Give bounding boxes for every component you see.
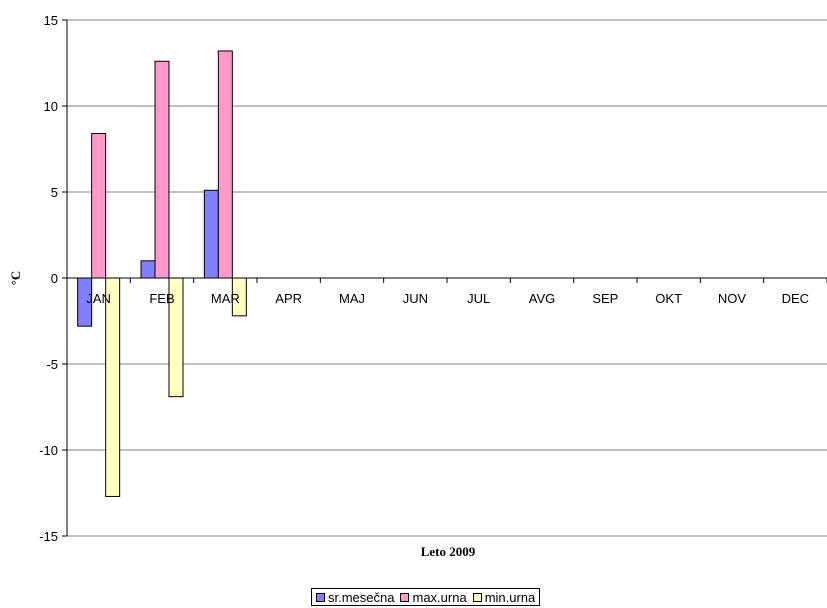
- y-tick-label: -15: [39, 529, 58, 544]
- legend-label: min.urna: [484, 589, 536, 605]
- x-tick-label: MAJ: [339, 291, 365, 306]
- y-tick-label: -10: [39, 443, 58, 458]
- bar-sr-mese-na-mar: [203, 189, 219, 279]
- x-tick-label: MAR: [211, 291, 240, 306]
- chart: 15 10 5 0 -5 -10 -15 JAN FEB MAR APR MAJ JUN JUL AVG S…: [8, 13, 827, 559]
- y-tick-label: 10: [44, 99, 58, 114]
- y-tick-labels: 15 10 5 0 -5 -10 -15: [39, 13, 67, 544]
- y-tick-label: -5: [46, 357, 58, 372]
- x-tick-label: JAN: [86, 291, 111, 306]
- legend: sr.mesečna max.urna min.urna: [311, 588, 541, 606]
- legend-item: sr.mesečna: [316, 590, 394, 605]
- y-tick-label: 15: [44, 13, 58, 28]
- x-axis-title: Leto 2009: [421, 544, 476, 559]
- y-axis-title: °C: [8, 271, 23, 286]
- x-tick-label: APR: [275, 291, 302, 306]
- x-tick-label: FEB: [149, 291, 174, 306]
- bar-sr-mese-na-feb: [140, 260, 156, 279]
- legend-item: min.urna: [472, 589, 536, 605]
- x-tick-label: NOV: [718, 291, 747, 306]
- legend-swatch: [316, 592, 325, 602]
- x-tick-label: AVG: [529, 291, 556, 306]
- bars: [77, 50, 247, 497]
- legend-swatch: [400, 592, 410, 602]
- category-labels: JAN FEB MAR APR MAJ JUN JUL AVG SEP OKT NOV DEC: [86, 291, 809, 306]
- y-tick-label: 5: [51, 185, 58, 200]
- x-tick-label: JUL: [467, 291, 490, 306]
- bar-max-urna-jan: [91, 133, 107, 279]
- x-tick-label: DEC: [782, 291, 809, 306]
- bar-max-urna-feb: [154, 60, 170, 279]
- bar-max-urna-mar: [217, 50, 233, 279]
- x-tick-label: JUN: [403, 291, 428, 306]
- legend-swatch: [472, 592, 482, 602]
- legend-label: sr.mesečna: [328, 589, 395, 605]
- x-tick-label: SEP: [592, 291, 618, 306]
- x-tick-label: OKT: [655, 291, 682, 306]
- bar-min-urna-jan: [105, 277, 121, 497]
- axes: [66, 20, 827, 536]
- legend-label: max.urna: [412, 589, 467, 605]
- legend-item: max.urna: [400, 589, 467, 605]
- y-tick-label: 0: [51, 271, 58, 286]
